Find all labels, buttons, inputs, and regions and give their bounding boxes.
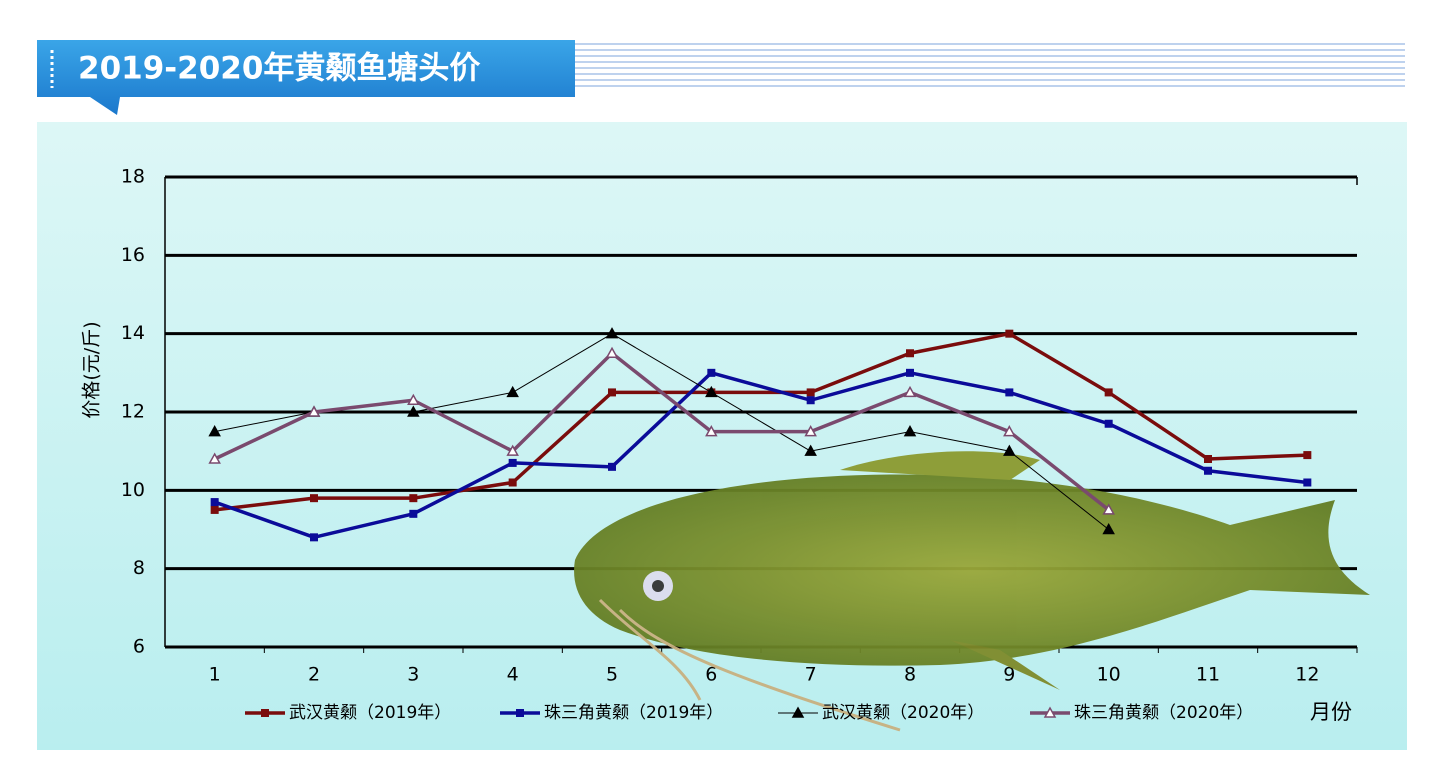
chart-title: 2019-2020年黄颡鱼塘头价 — [78, 51, 480, 87]
point-marker — [1204, 455, 1212, 463]
legend-label: 珠三角黄颡（2020年） — [1074, 703, 1253, 723]
point-marker — [705, 425, 718, 437]
point-marker — [1003, 425, 1016, 437]
point-marker — [605, 327, 619, 339]
x-tick-label: 11 — [1196, 664, 1220, 686]
x-tick-label: 5 — [606, 664, 618, 686]
point-marker — [605, 346, 619, 358]
header-stripes — [575, 42, 1405, 90]
point-marker — [1005, 329, 1014, 338]
point-marker — [1204, 466, 1212, 475]
point-marker — [409, 494, 418, 503]
point-marker — [508, 458, 517, 467]
x-tick-label: 7 — [805, 664, 817, 686]
point-marker — [903, 385, 917, 398]
x-tick-label: 10 — [1097, 664, 1121, 686]
point-marker — [261, 709, 269, 717]
y-tick-label: 8 — [133, 557, 145, 579]
point-marker — [804, 425, 817, 437]
series-line — [214, 371, 1308, 540]
point-marker — [1104, 388, 1113, 397]
point-marker — [508, 478, 517, 487]
y-tick-label: 6 — [133, 636, 145, 658]
point-marker — [1303, 478, 1312, 487]
legend-label: 武汉黄颡（2019年） — [289, 703, 451, 723]
x-tick-label: 2 — [308, 664, 320, 686]
point-marker — [791, 706, 805, 718]
x-tick-label: 9 — [1003, 664, 1015, 686]
legend-label: 珠三角黄颡（2019年） — [544, 703, 723, 723]
x-tick-label: 12 — [1295, 664, 1319, 686]
title-banner — [37, 40, 575, 115]
point-marker — [906, 349, 914, 358]
series-line — [214, 333, 1109, 530]
x-tick-label: 8 — [904, 664, 916, 686]
point-marker — [705, 385, 718, 398]
plot-panel — [37, 122, 1407, 750]
point-marker — [310, 494, 318, 503]
x-tick-label: 4 — [507, 664, 519, 686]
series-line — [213, 351, 1110, 512]
point-marker — [1043, 706, 1057, 718]
point-marker — [210, 498, 219, 507]
x-tick-label: 3 — [407, 664, 419, 686]
point-marker — [407, 393, 420, 405]
y-tick-label: 16 — [121, 244, 145, 266]
series-layer: 武汉黄颡（2019年） 珠三角黄颡（2019年） 武汉黄颡（2020年） 珠三角黄颡（… — [208, 327, 1312, 723]
point-marker — [407, 405, 420, 417]
x-tick-label: 1 — [209, 664, 221, 686]
x-axis-label: 月份 — [1310, 700, 1352, 724]
legend-label: 武汉黄颡（2020年） — [822, 703, 984, 723]
point-marker — [506, 385, 519, 398]
point-marker — [806, 396, 815, 405]
point-marker — [310, 533, 318, 542]
point-marker — [307, 405, 321, 417]
point-marker — [208, 425, 221, 437]
point-marker — [608, 388, 616, 397]
point-marker — [1102, 503, 1115, 515]
y-axis-label: 价格(元/斤) — [81, 321, 103, 418]
point-marker — [608, 462, 616, 471]
y-tick-label: 18 — [121, 166, 145, 188]
point-marker — [806, 388, 815, 397]
point-marker — [1104, 419, 1113, 428]
x-tick-label: 6 — [705, 664, 717, 686]
point-marker — [804, 444, 817, 456]
point-marker — [210, 505, 219, 514]
point-marker — [1005, 388, 1014, 397]
point-marker — [506, 444, 519, 456]
point-marker — [707, 368, 716, 377]
y-tick-label: 12 — [121, 401, 145, 423]
y-tick-label: 10 — [121, 479, 145, 501]
point-marker — [1102, 522, 1115, 535]
point-marker — [516, 709, 524, 717]
point-marker — [409, 509, 418, 518]
point-marker — [1003, 444, 1016, 456]
point-marker — [903, 425, 917, 437]
fish-illustration — [574, 451, 1370, 732]
point-marker — [1303, 451, 1312, 460]
series-line — [214, 331, 1308, 512]
point-marker — [208, 452, 221, 464]
point-marker — [906, 368, 914, 377]
y-tick-label: 14 — [121, 322, 145, 344]
